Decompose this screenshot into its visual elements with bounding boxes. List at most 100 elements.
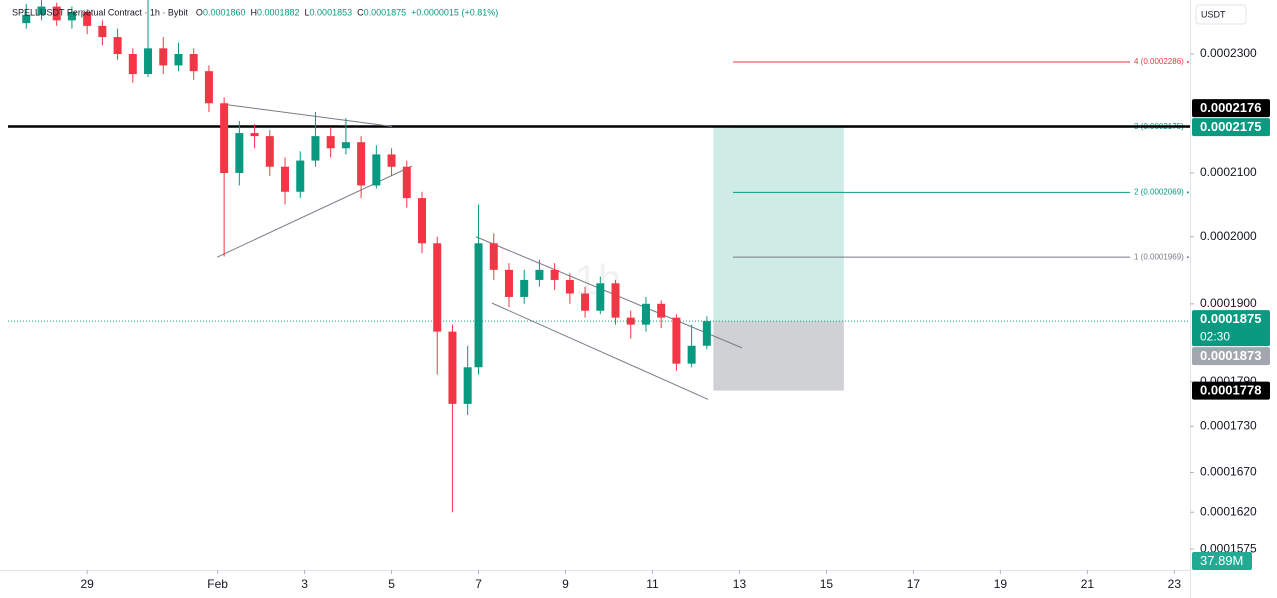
y-tick-label: 0.0001900 bbox=[1200, 296, 1257, 310]
price-badge-label: 0.0001873 bbox=[1200, 348, 1261, 363]
candle-body bbox=[611, 283, 620, 318]
candle-body bbox=[672, 317, 681, 364]
y-tick-label: 0.0001620 bbox=[1200, 504, 1257, 518]
level-dot bbox=[1186, 256, 1189, 259]
candle-body bbox=[52, 6, 61, 21]
candle-body bbox=[402, 166, 411, 199]
ohlc-value: 0.0001882 bbox=[257, 7, 300, 17]
candle-body bbox=[504, 269, 513, 297]
candle-body bbox=[311, 136, 320, 161]
ohlc-value: 0.0001860 bbox=[203, 7, 246, 17]
x-tick-label: Feb bbox=[207, 577, 228, 591]
y-tick-label: 0.0002300 bbox=[1200, 46, 1257, 60]
candle-body bbox=[113, 37, 122, 55]
candle-body bbox=[418, 198, 427, 244]
y-tick-label: 0.0001670 bbox=[1200, 465, 1257, 479]
candle-body bbox=[22, 14, 31, 24]
x-tick-label: 17 bbox=[907, 577, 921, 591]
y-tick-label: 0.0002100 bbox=[1200, 165, 1257, 179]
candle-body bbox=[98, 25, 107, 38]
currency-button-frame bbox=[1195, 4, 1247, 25]
x-tick-label: 7 bbox=[475, 577, 482, 591]
ohlc-value: 0.0001875 bbox=[364, 7, 407, 17]
symbol-title: SPELLUSDT Perpetual Contract · 1h · Bybi… bbox=[12, 7, 188, 17]
candle-body bbox=[596, 283, 605, 311]
axes: 0.00023000.00021000.00020000.00019000.00… bbox=[80, 46, 1270, 591]
candle-body bbox=[296, 160, 305, 192]
volume-label: 37.89M bbox=[1200, 553, 1243, 568]
y-tick-label: 0.0001730 bbox=[1200, 419, 1257, 433]
candle-body bbox=[535, 269, 544, 280]
x-tick-label: 11 bbox=[646, 577, 659, 591]
candle-body bbox=[83, 12, 92, 26]
candle-body bbox=[687, 345, 696, 364]
ohlc-key: O bbox=[196, 7, 203, 17]
currency-label: USDT bbox=[1201, 9, 1226, 19]
level-dot bbox=[1186, 60, 1189, 63]
candle-body bbox=[641, 303, 650, 325]
trendline bbox=[475, 236, 743, 349]
candle-body bbox=[550, 269, 559, 280]
candle-body bbox=[174, 54, 183, 66]
y-tick-label: 0.0002000 bbox=[1200, 229, 1257, 243]
x-tick-label: 13 bbox=[733, 577, 747, 591]
level-label: 1 (0.0001969) bbox=[1134, 252, 1184, 261]
x-tick-label: 19 bbox=[994, 577, 1008, 591]
candle-body bbox=[204, 71, 213, 104]
x-tick-label: 3 bbox=[301, 577, 308, 591]
x-tick-label: 15 bbox=[820, 577, 834, 591]
price-badge-label: 0.0001875 bbox=[1200, 311, 1261, 326]
candle-body bbox=[520, 279, 529, 297]
candle-body bbox=[463, 367, 472, 404]
level-label: 2 (0.0002069) bbox=[1134, 188, 1184, 197]
level-label: 4 (0.0002286) bbox=[1134, 57, 1184, 66]
price-badge bbox=[1192, 99, 1270, 118]
price-badge bbox=[1192, 310, 1270, 347]
candle-body bbox=[433, 243, 442, 332]
candle-body bbox=[250, 133, 259, 137]
volume-badge bbox=[1192, 552, 1252, 570]
ohlc-key: L bbox=[305, 7, 310, 17]
x-tick-label: 29 bbox=[80, 577, 94, 591]
x-tick-label: 5 bbox=[388, 577, 395, 591]
x-tick-label: 23 bbox=[1168, 577, 1182, 591]
price-badge-label: 0.0002175 bbox=[1200, 119, 1261, 134]
x-tick-label: 9 bbox=[562, 577, 569, 591]
candle-body bbox=[474, 243, 483, 368]
candle-body bbox=[128, 54, 137, 75]
ohlc-value: 0.0001853 bbox=[310, 7, 353, 17]
trendline bbox=[220, 103, 393, 127]
candle-body bbox=[144, 48, 153, 75]
price-badge bbox=[1192, 381, 1270, 400]
candle-body bbox=[235, 133, 244, 173]
candle-body bbox=[159, 48, 168, 66]
candle-body bbox=[702, 321, 711, 346]
price-badge bbox=[1192, 118, 1270, 137]
profit-zone bbox=[713, 127, 844, 322]
plot-area: 1h4 (0.0002286)3 (0.0002175)2 (0.0002069… bbox=[8, 0, 1190, 513]
candle-body bbox=[37, 6, 46, 15]
candle-body bbox=[67, 12, 76, 21]
candle-body bbox=[626, 317, 635, 325]
ohlc-key: H bbox=[250, 7, 257, 17]
trendline bbox=[491, 302, 709, 400]
candle-body bbox=[581, 293, 590, 311]
candle-body bbox=[326, 136, 335, 149]
candle-body bbox=[448, 331, 457, 404]
candle-body bbox=[189, 54, 198, 72]
y-tick-label: 0.0001575 bbox=[1200, 541, 1257, 555]
change: +0.0000015 (+0.81%) bbox=[411, 7, 498, 17]
legend: SPELLUSDT Perpetual Contract · 1h · Bybi… bbox=[12, 7, 498, 17]
candle-body bbox=[357, 142, 366, 186]
currency-button[interactable]: USDT bbox=[1195, 4, 1247, 25]
level-dot bbox=[1186, 191, 1189, 194]
candle-body bbox=[489, 243, 498, 270]
candle-body bbox=[565, 279, 574, 294]
candle-body bbox=[341, 142, 350, 149]
candle-body bbox=[372, 154, 381, 186]
loss-zone bbox=[713, 321, 844, 391]
candle-body bbox=[281, 166, 290, 192]
x-tick-label: 21 bbox=[1081, 577, 1095, 591]
